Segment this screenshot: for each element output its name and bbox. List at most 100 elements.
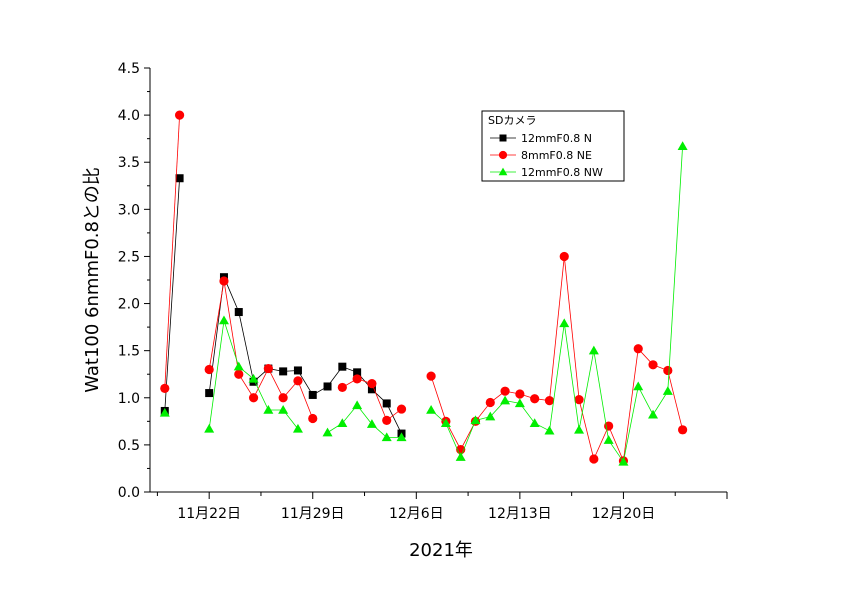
data-point xyxy=(589,454,599,464)
series-line xyxy=(208,275,402,434)
data-point xyxy=(662,386,673,395)
y-tick-label: 3.0 xyxy=(118,202,140,218)
data-point xyxy=(544,396,555,406)
legend-label: 12mmF0.8 NW xyxy=(521,166,603,179)
y-tick-label: 4.0 xyxy=(118,108,140,124)
series-2 xyxy=(159,141,688,466)
data-point xyxy=(204,364,214,375)
data-point xyxy=(648,409,659,419)
data-point xyxy=(618,456,629,466)
legend-box xyxy=(481,110,625,182)
data-point xyxy=(633,381,644,391)
data-point xyxy=(248,393,259,403)
y-tick-label: 4.5 xyxy=(118,61,140,77)
x-tick-label: 12月20日 xyxy=(592,506,656,522)
data-point xyxy=(367,385,376,394)
series-line xyxy=(164,115,180,389)
data-point xyxy=(426,371,436,381)
data-point xyxy=(218,315,229,325)
data-point xyxy=(338,362,347,371)
y-tick-label: 0.5 xyxy=(118,438,140,454)
data-point xyxy=(588,345,599,355)
data-point xyxy=(381,432,392,442)
data-point xyxy=(485,411,496,421)
y-tick-label: 3.5 xyxy=(118,155,140,171)
data-point xyxy=(219,276,229,286)
data-point xyxy=(648,360,658,370)
data-point xyxy=(529,418,540,427)
data-point xyxy=(470,415,481,425)
data-point xyxy=(308,413,318,424)
legend-title: SDカメラ xyxy=(488,114,536,127)
y-tick-label: 1.5 xyxy=(118,344,140,360)
data-point xyxy=(485,397,495,408)
data-point xyxy=(234,369,244,379)
data-point xyxy=(426,405,437,414)
series-line xyxy=(430,146,683,463)
data-point xyxy=(337,382,347,393)
y-axis-title: Wat100 6nmmF0.8との比 xyxy=(82,167,103,393)
data-point xyxy=(292,423,303,433)
y-tick-label: 2.5 xyxy=(118,249,140,265)
data-point xyxy=(263,405,274,414)
x-tick-label: 11月22日 xyxy=(177,506,241,522)
data-point xyxy=(322,427,333,437)
data-point xyxy=(500,386,510,396)
x-tick-label: 12月13日 xyxy=(488,506,552,522)
data-point xyxy=(574,395,584,405)
data-point xyxy=(278,393,288,403)
legend-entry: 12mmF0.8 NW xyxy=(490,166,603,179)
data-point xyxy=(248,373,259,383)
series-line xyxy=(430,256,683,463)
data-point xyxy=(159,407,170,417)
data-point xyxy=(353,368,362,377)
data-point xyxy=(278,405,289,414)
data-point xyxy=(352,400,363,410)
data-point xyxy=(574,424,585,434)
data-point xyxy=(205,389,214,398)
data-point xyxy=(367,379,377,389)
data-point xyxy=(293,366,302,375)
data-point xyxy=(530,394,540,404)
data-point xyxy=(603,435,614,444)
legend-swatch-marker xyxy=(498,150,508,160)
data-point xyxy=(204,423,215,433)
x-tick-label: 11月29日 xyxy=(281,506,345,522)
data-point xyxy=(678,425,688,435)
data-point xyxy=(663,365,673,376)
y-tick-label: 2.0 xyxy=(118,297,140,313)
data-point xyxy=(559,318,570,328)
legend: SDカメラ 12mmF0.8 N 8mmF0.8 NE 12mmF0.8 NW xyxy=(481,110,625,182)
data-point xyxy=(160,383,170,393)
series-line xyxy=(208,280,314,419)
data-point xyxy=(174,110,185,120)
data-point xyxy=(337,418,348,427)
legend-entry: 8mmF0.8 NE xyxy=(490,149,592,162)
x-tick-label: 12月6日 xyxy=(389,506,444,522)
data-point xyxy=(263,363,273,374)
data-point xyxy=(234,308,243,317)
series-1 xyxy=(160,110,688,466)
data-point xyxy=(559,251,569,262)
data-point xyxy=(382,399,391,408)
data-point xyxy=(677,141,688,150)
data-point xyxy=(544,425,555,435)
y-tick-label: 1.0 xyxy=(118,391,140,407)
legend-swatch-marker xyxy=(498,167,508,176)
y-tick-label: 0.0 xyxy=(118,485,140,501)
data-point xyxy=(352,374,362,384)
legend-label: 8mmF0.8 NE xyxy=(521,149,592,162)
legend-entry: 12mmF0.8 N xyxy=(490,132,592,145)
data-point xyxy=(455,452,466,461)
data-point xyxy=(440,418,451,427)
series-line xyxy=(164,178,180,412)
data-point xyxy=(633,344,643,354)
data-point xyxy=(514,398,525,408)
data-point xyxy=(279,367,288,376)
data-point xyxy=(396,432,407,442)
data-point xyxy=(382,415,392,425)
data-point xyxy=(308,390,317,399)
data-point xyxy=(233,361,244,371)
x-axis-title: 2021年 xyxy=(409,540,473,561)
